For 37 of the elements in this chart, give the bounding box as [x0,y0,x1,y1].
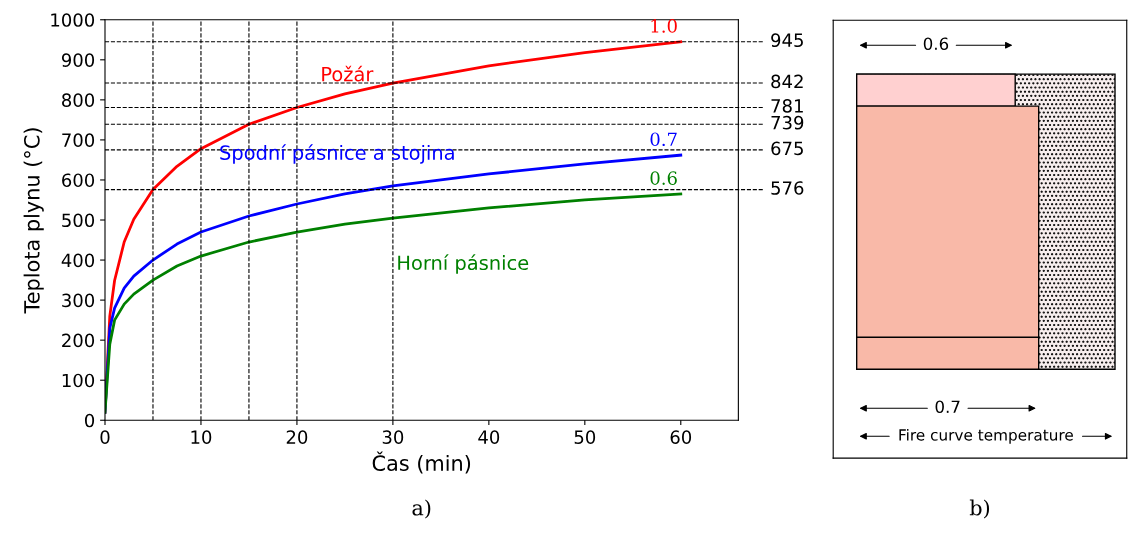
ref-line-label: 739 [771,115,804,130]
y-tick-label: 0 [84,413,95,428]
x-axis-title: Čas (min) [372,451,471,474]
y-tick-label: 100 [62,373,95,388]
y-tick-label: 900 [61,53,95,67]
ref-line-label: 781 [771,99,803,113]
ref-line-label: 675 [771,141,803,156]
y-tick-label: 700 [62,133,95,148]
x-tick-label: 0 [100,430,110,444]
annotation: 1.0 [651,19,677,33]
annotation: 0.7 [650,132,677,147]
x-tick-label: 50 [574,430,596,444]
series-label: Spodní pásnice a stojina [220,144,454,164]
text: 0.7 [935,400,960,414]
x-tick-label: 10 [191,430,212,444]
ref-line-label: 842 [771,74,803,89]
series-label: Horní pásnice [398,254,529,274]
x-tick-label: 60 [670,430,692,444]
y-tick-label: 300 [62,293,95,308]
ref-line-label: 945 [771,33,803,48]
series-label: Požár [322,65,374,82]
text: b) [969,499,990,519]
y-tick-label: 200 [62,333,95,348]
y-tick-label: 1000 [51,13,95,27]
text: a) [412,499,431,519]
y-tick-label: 600 [62,173,95,188]
y-tick-label: 400 [61,253,95,268]
x-tick-label: 40 [478,430,500,444]
y-axis-title: Teplota plynu (°C) [23,128,44,314]
text: 0.6 [923,37,949,51]
y-tick-label: 500 [62,213,95,228]
text: Fire curve temperature [899,428,1073,444]
ref-line-label: 576 [771,181,804,195]
annotation: 0.6 [650,171,677,185]
y-tick-label: 800 [62,93,95,107]
x-tick-label: 20 [286,430,308,444]
x-tick-label: 30 [382,430,404,444]
